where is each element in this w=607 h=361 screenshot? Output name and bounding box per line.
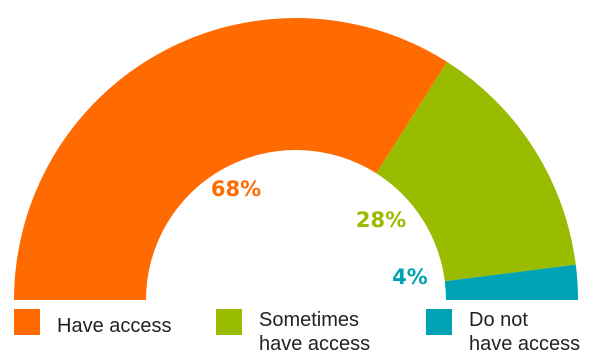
legend-label-sometimes-have-access: Sometimes have access [259, 309, 370, 355]
legend-label-line: have access [259, 333, 370, 355]
slice-have-access [14, 18, 448, 301]
legend-label-line: Do not [469, 309, 528, 331]
chart-slices [14, 18, 578, 301]
legend-label-line: Have access [57, 315, 172, 337]
data-label-do-not-have-access: 4% [392, 265, 428, 289]
legend-label-line: have access [469, 333, 580, 355]
legend-label-do-not-have-access: Do not have access [469, 309, 580, 355]
data-label-sometimes-have-access: 28% [356, 208, 406, 232]
data-label-have-access: 68% [211, 177, 261, 201]
legend-label-line: Sometimes [259, 309, 359, 331]
legend-swatch-do-not-have-access [426, 309, 452, 335]
slice-do-not-have-access [444, 264, 578, 300]
legend-label-have-access: Have access [57, 315, 172, 337]
legend-swatch-have-access [14, 309, 40, 335]
legend-swatch-sometimes-have-access [216, 309, 242, 335]
chart-data-labels: 68% 28% 4% [211, 177, 428, 289]
slice-sometimes-have-access [376, 61, 576, 282]
